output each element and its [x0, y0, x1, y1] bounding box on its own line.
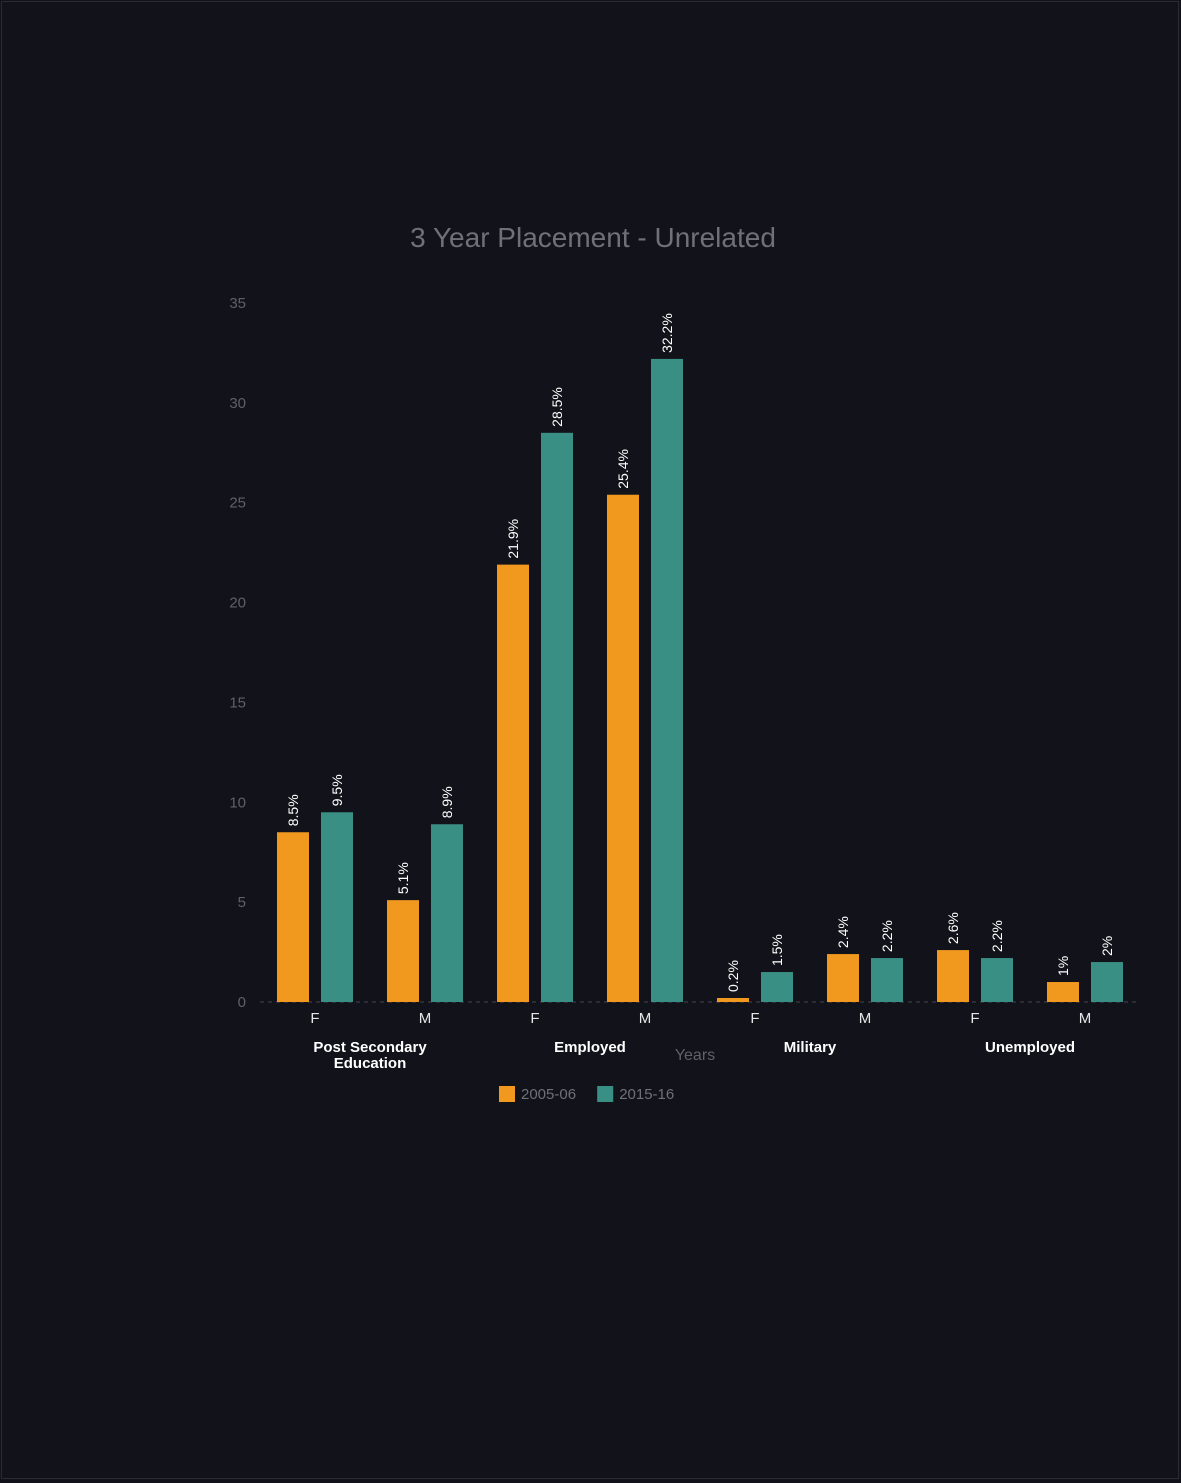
bar	[321, 812, 353, 1002]
legend: 2005-06 2015-16	[499, 1086, 674, 1103]
data-label: 9.5%	[329, 774, 345, 806]
x-tick-label: F	[310, 1010, 319, 1027]
legend-label: 2005-06	[521, 1086, 576, 1103]
legend-label: 2015-16	[619, 1086, 674, 1103]
bar	[431, 824, 463, 1002]
bar	[761, 972, 793, 1002]
data-label: 2.2%	[989, 920, 1005, 952]
data-label: 25.4%	[615, 449, 631, 489]
data-label: 32.2%	[659, 313, 675, 353]
data-label: 1%	[1055, 956, 1071, 976]
bar	[497, 564, 529, 1002]
bar	[937, 950, 969, 1002]
x-category-label: Military	[784, 1039, 837, 1056]
bar	[387, 900, 419, 1002]
bar	[541, 432, 573, 1002]
data-label: 2.2%	[879, 920, 895, 952]
x-tick-label: F	[750, 1010, 759, 1027]
y-axis: 0 5 10 15 20 25 30 35	[229, 295, 246, 1011]
bar	[277, 832, 309, 1002]
y-tick-label: 5	[238, 894, 246, 911]
bar	[717, 998, 749, 1002]
bar	[827, 954, 859, 1002]
y-tick-label: 30	[229, 395, 246, 412]
data-label: 2%	[1099, 936, 1115, 956]
bar	[1047, 982, 1079, 1002]
data-label: 0.2%	[725, 960, 741, 992]
legend-swatch	[597, 1086, 614, 1102]
bar	[607, 494, 639, 1002]
y-tick-label: 15	[229, 694, 246, 711]
legend-swatch	[499, 1086, 515, 1102]
x-category-label: Post Secondary	[313, 1039, 427, 1056]
data-label: 8.9%	[439, 786, 455, 818]
y-tick-label: 25	[229, 495, 246, 512]
x-category-label: Employed	[554, 1039, 626, 1056]
x-tick-label: M	[639, 1010, 652, 1027]
data-label: 2.6%	[945, 912, 961, 944]
x-tick-label: F	[970, 1010, 979, 1027]
bar	[1091, 962, 1123, 1002]
y-tick-label: 20	[229, 595, 246, 612]
data-label: 21.9%	[505, 519, 521, 559]
bar	[981, 958, 1013, 1002]
x-category-label: Education	[334, 1055, 407, 1072]
chart-title: 3 Year Placement - Unrelated	[410, 222, 776, 253]
bars: 8.5% 9.5% 5.1% 8.9% 21.9% 28.5% 25.4% 32.2% 0.2%…	[277, 313, 1123, 1002]
data-label: 8.5%	[285, 794, 301, 826]
y-tick-label: 10	[229, 794, 246, 811]
y-tick-label: 0	[238, 994, 246, 1011]
data-label: 5.1%	[395, 862, 411, 894]
data-label: 28.5%	[549, 387, 565, 427]
data-label: 2.4%	[835, 916, 851, 948]
x-tick-label: M	[1079, 1010, 1092, 1027]
x-axis-title: Years	[675, 1047, 715, 1064]
x-tick-label: M	[419, 1010, 432, 1027]
x-tick-label: M	[859, 1010, 872, 1027]
bar	[651, 358, 683, 1002]
bar	[871, 958, 903, 1002]
x-tick-label: F	[530, 1010, 539, 1027]
data-label: 1.5%	[769, 934, 785, 966]
x-category-label: Unemployed	[985, 1039, 1075, 1056]
y-tick-label: 35	[229, 295, 246, 312]
